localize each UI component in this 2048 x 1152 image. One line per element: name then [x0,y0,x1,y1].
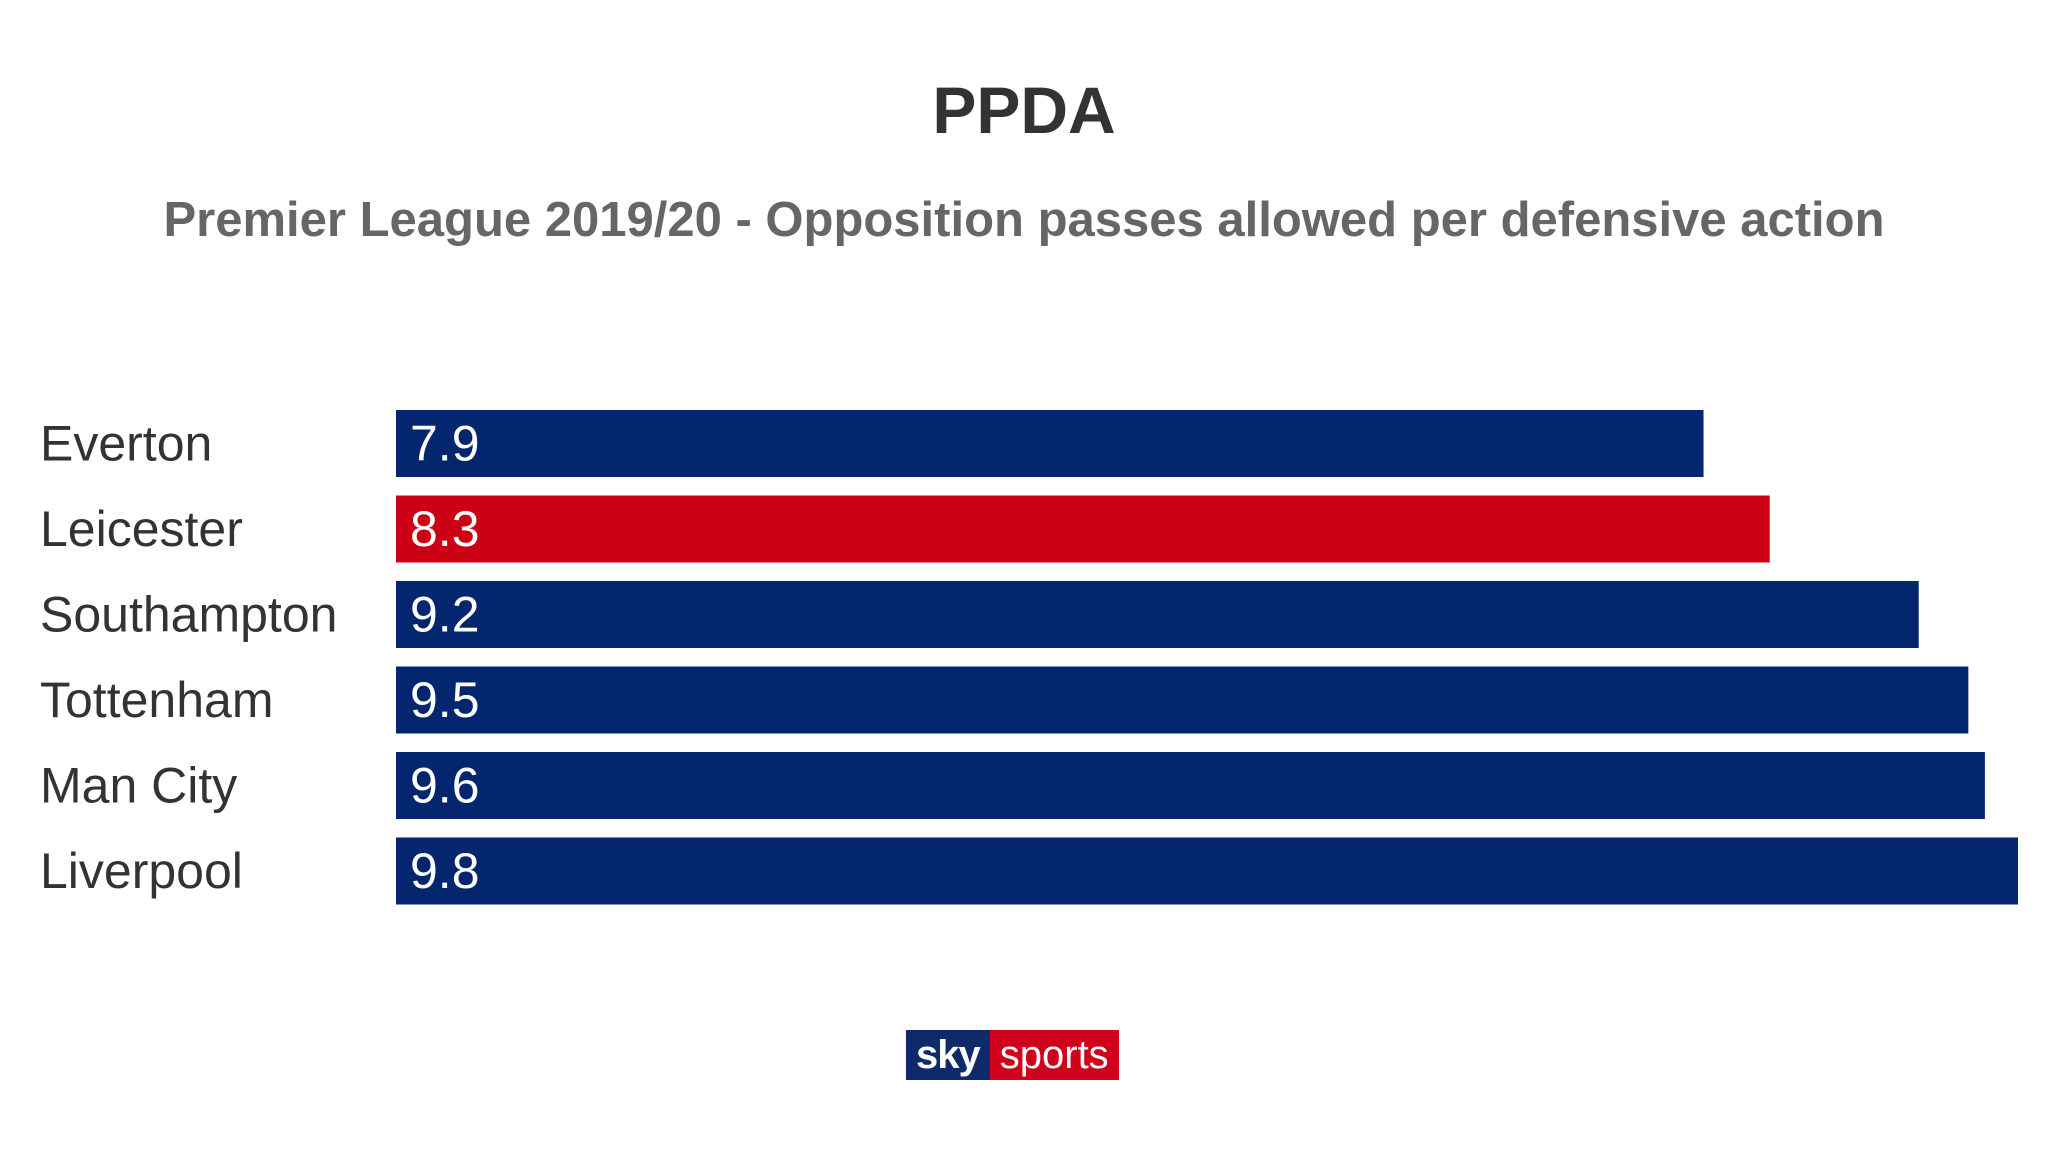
bar [396,666,1969,734]
value-label: 9.8 [410,843,480,899]
category-label: Liverpool [40,843,243,899]
bar [396,495,1770,563]
value-label: 9.2 [410,587,480,643]
value-label: 7.9 [410,416,480,472]
logo-sky-text: sky [906,1030,990,1080]
bar [396,837,2018,905]
value-label: 9.6 [410,758,480,814]
value-label: 9.5 [410,672,480,728]
sky-sports-logo: sky sports [906,1030,1119,1080]
bar [396,752,1985,819]
category-label: Southampton [40,587,337,643]
category-label: Man City [40,758,237,814]
logo-sports-text: sports [989,1030,1119,1080]
category-label: Leicester [40,501,243,557]
bar-chart: Everton 7.9 Leicester 8.3 Southampton 9.2 Tott… [40,410,2018,905]
category-label: Everton [40,416,212,472]
chart-subtitle: Premier League 2019/20 - Opposition pass… [163,193,1885,247]
chart-title: PPDA [932,73,1116,147]
bar [396,410,1704,477]
bar [396,581,1919,648]
category-label: Tottenham [40,672,273,728]
value-label: 8.3 [410,501,480,557]
